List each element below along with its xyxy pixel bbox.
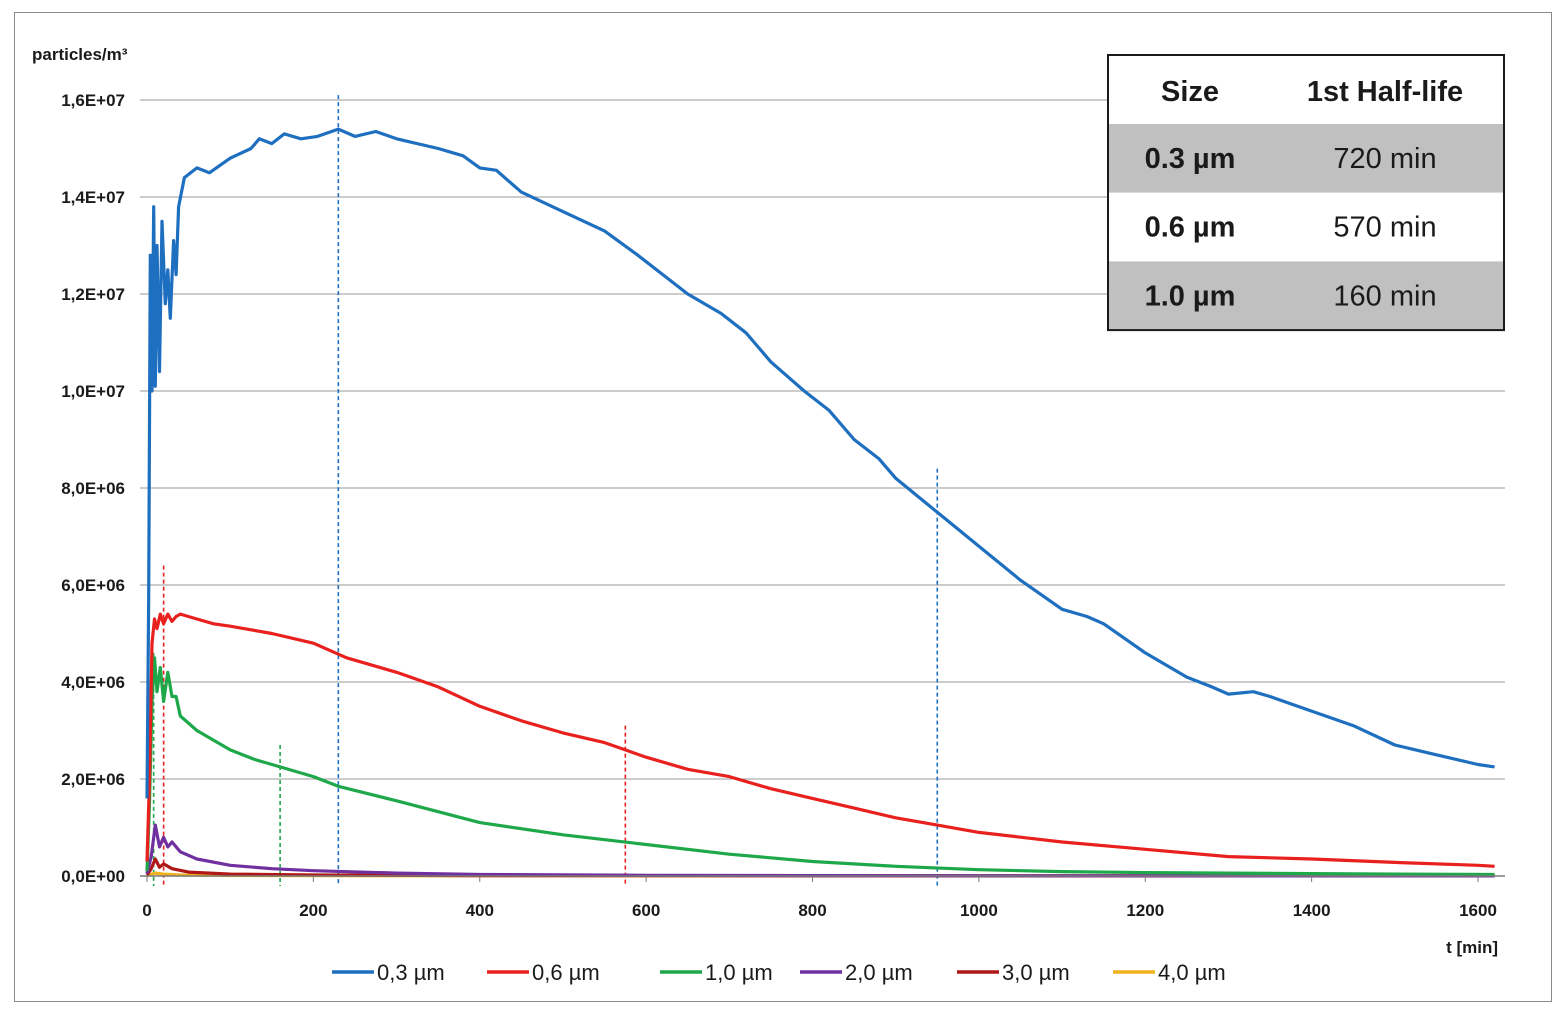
y-tick-label: 1,2E+07 [61, 285, 125, 304]
legend-label: 0,3 µm [377, 960, 445, 985]
y-tick-label: 0,0E+00 [61, 867, 125, 886]
x-tick-label: 1000 [960, 901, 998, 920]
table-header-bg [1108, 55, 1504, 124]
legend-label: 1,0 µm [705, 960, 773, 985]
x-tick-label: 800 [798, 901, 826, 920]
table-halflife-cell: 160 min [1333, 280, 1436, 312]
table-header: 1st Half-life [1307, 76, 1463, 108]
x-tick-label: 1600 [1459, 901, 1497, 920]
table-row [1108, 192, 1504, 262]
y-tick-label: 8,0E+06 [61, 479, 125, 498]
table-halflife-cell: 570 min [1333, 212, 1436, 244]
x-axis-title: t [min] [1446, 938, 1498, 957]
x-tick-label: 1400 [1293, 901, 1331, 920]
table-border [1107, 54, 1505, 332]
x-tick-label: 1200 [1126, 901, 1164, 920]
table-row [1108, 124, 1504, 193]
series-line [145, 823, 1495, 878]
series-line [145, 127, 1495, 799]
table-halflife-cell: 720 min [1333, 143, 1436, 175]
series-line [145, 656, 1495, 877]
legend-label: 3,0 µm [1002, 960, 1070, 985]
y-tick-label: 2,0E+06 [61, 770, 125, 789]
axes: 0,0E+00 2,0E+06 4,0E+06 6,0E+06 8,0E+06 1,0E+… [61, 91, 1505, 920]
half-life-markers [152, 95, 939, 886]
series-lines [145, 127, 1495, 878]
y-tick-label: 6,0E+06 [61, 576, 125, 595]
y-tick-label: 1,4E+07 [61, 188, 125, 207]
y-axis-title: particles/m³ [32, 45, 128, 64]
y-tick-label: 4,0E+06 [61, 673, 125, 692]
legend-label: 4,0 µm [1158, 960, 1226, 985]
table-header: Size [1161, 76, 1219, 108]
y-tick-label: 1,0E+07 [61, 382, 125, 401]
legend: 0,3 µm 0,6 µm 1,0 µm 2,0 µm 3,0 µm 4,0 µm [332, 960, 1226, 985]
series-line [145, 612, 1495, 868]
x-tick-label: 0 [142, 901, 151, 920]
half-life-table: Size 1st Half-life 0.3 µm 720 min 0.6 µm 570 … [1107, 54, 1505, 332]
table-row [1108, 261, 1504, 331]
legend-label: 2,0 µm [845, 960, 913, 985]
x-tick-label: 600 [632, 901, 660, 920]
y-tick-label: 1,6E+07 [61, 91, 125, 110]
x-tick-label: 200 [299, 901, 327, 920]
x-tick-label: 400 [466, 901, 494, 920]
table-size-cell: 0.6 µm [1145, 212, 1236, 244]
legend-label: 0,6 µm [532, 960, 600, 985]
table-size-cell: 1.0 µm [1145, 280, 1236, 312]
table-size-cell: 0.3 µm [1145, 143, 1236, 175]
